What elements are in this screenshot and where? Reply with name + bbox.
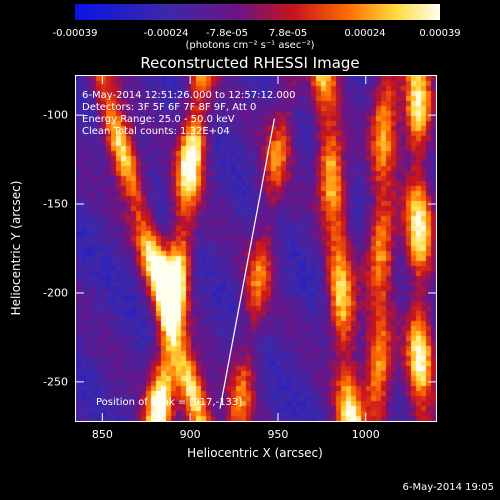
peak-line: [219, 118, 276, 409]
peak-position-annotation: Position of Peak = [917,-133]: [96, 397, 243, 408]
method-counts-annotation: Clean Total counts: 1.32E+04: [82, 126, 230, 137]
plot-frame: [75, 75, 437, 422]
colorbar-tick-label: 7.8e-05: [268, 28, 308, 39]
colorbar-tick-label: 0.00039: [419, 28, 461, 39]
energy-range-annotation: Energy Range: 25.0 - 50.0 keV: [82, 114, 235, 125]
chart-title: Reconstructed RHESSI Image: [140, 54, 360, 72]
y-tick-label: -200: [43, 286, 68, 300]
y-tick-label: -150: [43, 197, 68, 211]
x-tick-label: 850: [91, 428, 113, 441]
x-tick-label: 900: [179, 428, 201, 441]
x-axis-label: Heliocentric X (arcsec): [187, 446, 323, 460]
x-tick-label: 1000: [351, 428, 380, 441]
x-tick-label: 950: [267, 428, 289, 441]
heatmap-image: [76, 76, 436, 421]
colorbar-tick-label: 0.00024: [344, 28, 386, 39]
y-tick-label: -250: [43, 375, 68, 389]
y-tick-label: -100: [43, 108, 68, 122]
detectors-annotation: Detectors: 3F 5F 6F 7F 8F 9F, Att 0: [82, 102, 257, 113]
colorbar-tick-label: -0.00024: [143, 28, 189, 39]
colorbar-units: (photons cm⁻² s⁻¹ asec⁻²): [185, 40, 315, 51]
y-axis-label: Heliocentric Y (arcsec): [9, 180, 23, 316]
colorbar: [75, 4, 440, 20]
colorbar-tick-label: -0.00039: [52, 28, 98, 39]
time-range-annotation: 6-May-2014 12:51:26.000 to 12:57:12.000: [82, 90, 296, 101]
footer-timestamp: 6-May-2014 19:05: [402, 482, 494, 493]
colorbar-tick-label: -7.8e-05: [206, 28, 248, 39]
